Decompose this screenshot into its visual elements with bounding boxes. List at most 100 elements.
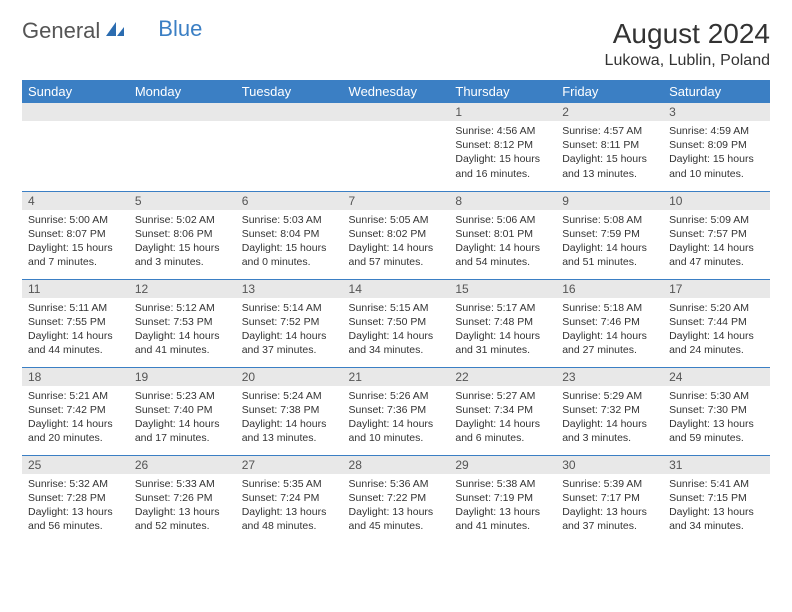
calendar-day-cell: 12Sunrise: 5:12 AMSunset: 7:53 PMDayligh… <box>129 279 236 367</box>
day-details: Sunrise: 5:30 AMSunset: 7:30 PMDaylight:… <box>663 386 770 450</box>
daylight-text: Daylight: 13 hours and 41 minutes. <box>455 505 550 533</box>
day-number: 10 <box>663 192 770 210</box>
weekday-header: Wednesday <box>343 80 450 103</box>
empty-day-number <box>22 103 129 121</box>
day-number: 13 <box>236 280 343 298</box>
sunset-text: Sunset: 8:09 PM <box>669 138 764 152</box>
sunrise-text: Sunrise: 5:24 AM <box>242 389 337 403</box>
day-number: 5 <box>129 192 236 210</box>
day-number: 2 <box>556 103 663 121</box>
weekday-header: Friday <box>556 80 663 103</box>
day-details: Sunrise: 5:26 AMSunset: 7:36 PMDaylight:… <box>343 386 450 450</box>
daylight-text: Daylight: 14 hours and 54 minutes. <box>455 241 550 269</box>
day-details: Sunrise: 5:21 AMSunset: 7:42 PMDaylight:… <box>22 386 129 450</box>
day-details: Sunrise: 5:06 AMSunset: 8:01 PMDaylight:… <box>449 210 556 274</box>
sunset-text: Sunset: 7:34 PM <box>455 403 550 417</box>
sunset-text: Sunset: 7:24 PM <box>242 491 337 505</box>
calendar-day-cell: 20Sunrise: 5:24 AMSunset: 7:38 PMDayligh… <box>236 367 343 455</box>
day-details: Sunrise: 5:39 AMSunset: 7:17 PMDaylight:… <box>556 474 663 538</box>
sunset-text: Sunset: 7:40 PM <box>135 403 230 417</box>
sunset-text: Sunset: 7:30 PM <box>669 403 764 417</box>
sunset-text: Sunset: 8:02 PM <box>349 227 444 241</box>
daylight-text: Daylight: 13 hours and 34 minutes. <box>669 505 764 533</box>
daylight-text: Daylight: 13 hours and 45 minutes. <box>349 505 444 533</box>
sunrise-text: Sunrise: 5:14 AM <box>242 301 337 315</box>
daylight-text: Daylight: 14 hours and 10 minutes. <box>349 417 444 445</box>
daylight-text: Daylight: 15 hours and 3 minutes. <box>135 241 230 269</box>
daylight-text: Daylight: 14 hours and 51 minutes. <box>562 241 657 269</box>
day-number: 21 <box>343 368 450 386</box>
day-details: Sunrise: 5:24 AMSunset: 7:38 PMDaylight:… <box>236 386 343 450</box>
day-details: Sunrise: 5:12 AMSunset: 7:53 PMDaylight:… <box>129 298 236 362</box>
day-details: Sunrise: 5:33 AMSunset: 7:26 PMDaylight:… <box>129 474 236 538</box>
daylight-text: Daylight: 13 hours and 56 minutes. <box>28 505 123 533</box>
day-details: Sunrise: 5:11 AMSunset: 7:55 PMDaylight:… <box>22 298 129 362</box>
daylight-text: Daylight: 15 hours and 16 minutes. <box>455 152 550 180</box>
sunrise-text: Sunrise: 5:12 AM <box>135 301 230 315</box>
calendar-day-cell: 10Sunrise: 5:09 AMSunset: 7:57 PMDayligh… <box>663 191 770 279</box>
calendar-week-row: 11Sunrise: 5:11 AMSunset: 7:55 PMDayligh… <box>22 279 770 367</box>
day-details: Sunrise: 5:29 AMSunset: 7:32 PMDaylight:… <box>556 386 663 450</box>
day-number: 1 <box>449 103 556 121</box>
daylight-text: Daylight: 15 hours and 0 minutes. <box>242 241 337 269</box>
calendar-day-cell: 13Sunrise: 5:14 AMSunset: 7:52 PMDayligh… <box>236 279 343 367</box>
calendar-day-cell: 19Sunrise: 5:23 AMSunset: 7:40 PMDayligh… <box>129 367 236 455</box>
sunset-text: Sunset: 8:04 PM <box>242 227 337 241</box>
day-details: Sunrise: 4:56 AMSunset: 8:12 PMDaylight:… <box>449 121 556 185</box>
day-details: Sunrise: 5:00 AMSunset: 8:07 PMDaylight:… <box>22 210 129 274</box>
daylight-text: Daylight: 14 hours and 3 minutes. <box>562 417 657 445</box>
sunset-text: Sunset: 7:15 PM <box>669 491 764 505</box>
calendar-day-cell: 1Sunrise: 4:56 AMSunset: 8:12 PMDaylight… <box>449 103 556 191</box>
day-number: 11 <box>22 280 129 298</box>
day-details: Sunrise: 5:18 AMSunset: 7:46 PMDaylight:… <box>556 298 663 362</box>
header: General Blue August 2024 Lukowa, Lublin,… <box>22 18 770 70</box>
sunrise-text: Sunrise: 5:32 AM <box>28 477 123 491</box>
calendar-table: SundayMondayTuesdayWednesdayThursdayFrid… <box>22 80 770 543</box>
daylight-text: Daylight: 15 hours and 10 minutes. <box>669 152 764 180</box>
sunset-text: Sunset: 7:50 PM <box>349 315 444 329</box>
calendar-day-cell: 22Sunrise: 5:27 AMSunset: 7:34 PMDayligh… <box>449 367 556 455</box>
sunrise-text: Sunrise: 5:17 AM <box>455 301 550 315</box>
sunset-text: Sunset: 7:59 PM <box>562 227 657 241</box>
calendar-day-cell: 26Sunrise: 5:33 AMSunset: 7:26 PMDayligh… <box>129 455 236 543</box>
day-details: Sunrise: 5:41 AMSunset: 7:15 PMDaylight:… <box>663 474 770 538</box>
sunset-text: Sunset: 7:19 PM <box>455 491 550 505</box>
daylight-text: Daylight: 13 hours and 48 minutes. <box>242 505 337 533</box>
day-number: 30 <box>556 456 663 474</box>
daylight-text: Daylight: 14 hours and 37 minutes. <box>242 329 337 357</box>
daylight-text: Daylight: 14 hours and 31 minutes. <box>455 329 550 357</box>
day-number: 31 <box>663 456 770 474</box>
calendar-day-cell: 21Sunrise: 5:26 AMSunset: 7:36 PMDayligh… <box>343 367 450 455</box>
weekday-header: Monday <box>129 80 236 103</box>
day-number: 14 <box>343 280 450 298</box>
day-details: Sunrise: 5:14 AMSunset: 7:52 PMDaylight:… <box>236 298 343 362</box>
day-number: 26 <box>129 456 236 474</box>
empty-day-number <box>129 103 236 121</box>
calendar-week-row: 1Sunrise: 4:56 AMSunset: 8:12 PMDaylight… <box>22 103 770 191</box>
calendar-day-cell: 6Sunrise: 5:03 AMSunset: 8:04 PMDaylight… <box>236 191 343 279</box>
sunrise-text: Sunrise: 5:36 AM <box>349 477 444 491</box>
month-title: August 2024 <box>605 18 770 50</box>
daylight-text: Daylight: 14 hours and 34 minutes. <box>349 329 444 357</box>
day-number: 12 <box>129 280 236 298</box>
sunset-text: Sunset: 8:06 PM <box>135 227 230 241</box>
day-number: 29 <box>449 456 556 474</box>
sunset-text: Sunset: 7:44 PM <box>669 315 764 329</box>
sunset-text: Sunset: 7:32 PM <box>562 403 657 417</box>
daylight-text: Daylight: 14 hours and 17 minutes. <box>135 417 230 445</box>
day-number: 3 <box>663 103 770 121</box>
day-number: 15 <box>449 280 556 298</box>
calendar-week-row: 25Sunrise: 5:32 AMSunset: 7:28 PMDayligh… <box>22 455 770 543</box>
sunset-text: Sunset: 7:46 PM <box>562 315 657 329</box>
calendar-day-cell: 16Sunrise: 5:18 AMSunset: 7:46 PMDayligh… <box>556 279 663 367</box>
sunset-text: Sunset: 7:48 PM <box>455 315 550 329</box>
day-number: 18 <box>22 368 129 386</box>
sunrise-text: Sunrise: 5:18 AM <box>562 301 657 315</box>
sunrise-text: Sunrise: 5:41 AM <box>669 477 764 491</box>
daylight-text: Daylight: 14 hours and 6 minutes. <box>455 417 550 445</box>
sunset-text: Sunset: 7:53 PM <box>135 315 230 329</box>
day-number: 19 <box>129 368 236 386</box>
location-text: Lukowa, Lublin, Poland <box>605 52 770 70</box>
calendar-day-cell: 25Sunrise: 5:32 AMSunset: 7:28 PMDayligh… <box>22 455 129 543</box>
sunrise-text: Sunrise: 4:57 AM <box>562 124 657 138</box>
